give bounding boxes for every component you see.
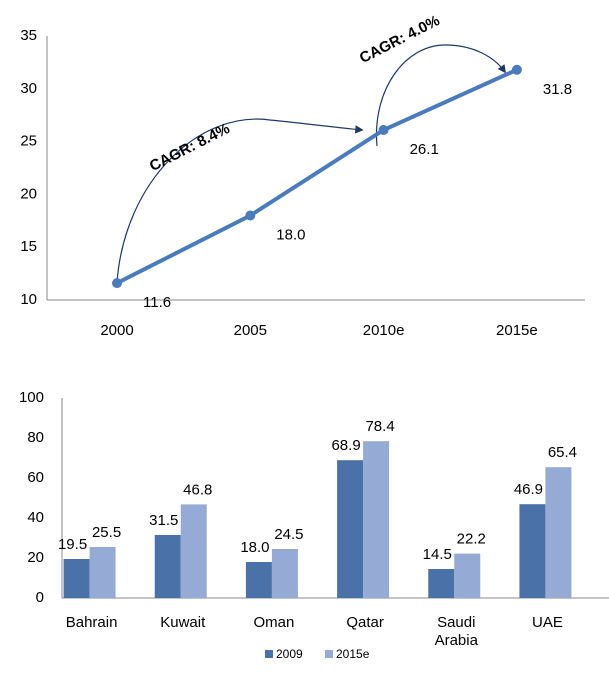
cagr-arrow [375,44,506,147]
point [245,210,256,221]
bar [454,553,481,598]
data-label: 11.6 [143,294,171,311]
data-label: 18.0 [276,226,305,243]
data-label: 46.8 [183,481,212,498]
legend-swatch [325,650,333,658]
bar [519,504,546,598]
data-label: 68.9 [331,437,360,454]
x-tick-label: UAE [531,614,563,631]
data-label: 18.0 [240,539,269,556]
data-label: 24.5 [274,526,303,543]
x-tick-label: Qatar [346,614,384,631]
y-tick-label: 100 [19,389,44,406]
y-tick-label: 40 [27,509,44,526]
x-tick-label: 2010e [363,322,405,339]
bar [154,535,181,598]
y-tick-label: 80 [27,429,44,446]
data-label: 26.1 [410,141,439,158]
bar [89,547,116,598]
bar [271,549,298,598]
data-label: 19.5 [58,536,87,553]
data-label: 31.8 [543,81,572,98]
bar [363,441,390,598]
x-tick-label: Saudi Arabia [434,614,478,649]
x-tick-label: 2005 [234,322,267,339]
y-tick-label: 35 [20,27,37,44]
y-tick-label: 10 [20,291,37,308]
point [378,124,389,135]
data-label: 46.9 [514,481,543,498]
bar [545,467,572,598]
data-label: 78.4 [365,418,394,435]
data-label: 14.5 [423,546,452,563]
x-tick-label: 2015e [496,322,538,339]
y-tick-label: 60 [27,469,44,486]
data-label: 31.5 [149,512,178,529]
y-tick-label: 20 [27,549,44,566]
point [112,278,122,289]
legend-swatch [265,650,273,658]
bar [180,504,207,598]
cagr-arrow [116,118,364,283]
data-label: 22.2 [457,531,486,548]
line [116,67,518,285]
bar [337,460,364,598]
y-tick-label: 0 [36,589,44,606]
bar [63,559,90,598]
bar [245,562,272,598]
y-tick-label: 30 [20,80,37,97]
y-tick-label: 25 [20,133,37,150]
bar [428,569,455,598]
x-tick-label: Kuwait [160,614,206,631]
x-tick-label: Oman [253,614,295,631]
legend-label: 2015e [336,647,370,661]
y-tick-label: 15 [20,238,37,255]
annotation: CAGR: 8.4% [147,120,233,175]
x-tick-label: 2000 [100,322,133,339]
point [511,64,522,75]
x-tick-label: Bahrain [65,614,118,631]
annotation: CAGR: 4.0% [357,12,443,67]
data-label: 25.5 [92,524,121,541]
y-tick-label: 20 [20,185,37,202]
legend-label: 2009 [276,647,303,661]
data-label: 65.4 [548,444,577,461]
